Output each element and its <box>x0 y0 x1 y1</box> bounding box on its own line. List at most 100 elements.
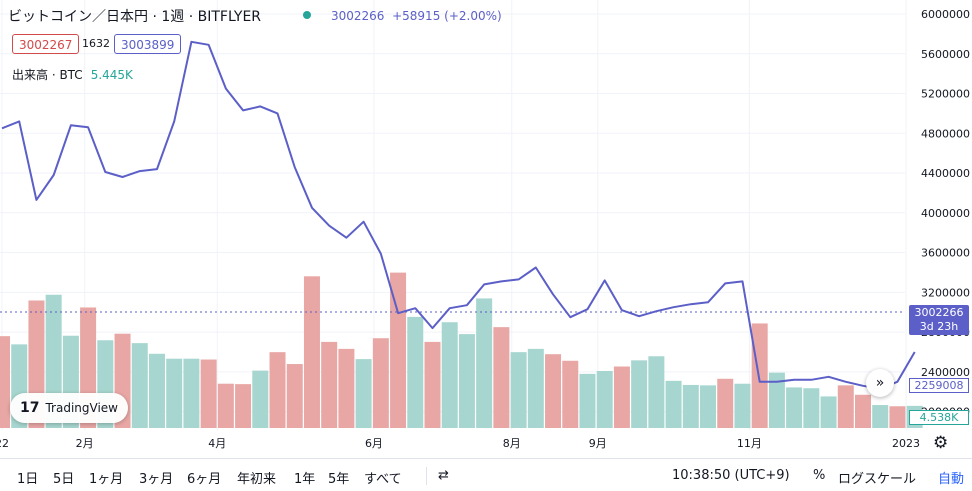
volume-bar <box>131 343 148 428</box>
tradingview-logo-text: TradingView <box>45 401 118 415</box>
price-change: +58915 (+2.00%) <box>392 9 502 23</box>
spread-value: 1632 <box>82 37 110 50</box>
volume-bar <box>751 323 768 428</box>
volume-bar <box>872 405 889 428</box>
volume-bar <box>562 360 579 428</box>
range-1y-button[interactable]: 1年 <box>294 472 316 487</box>
volume-tag: 4.538K <box>909 410 969 425</box>
scroll-to-realtime-button[interactable]: » <box>866 369 894 397</box>
gear-icon[interactable]: ⚙ <box>933 433 949 453</box>
time-axis-labels: 22 2月 4月 6月 8月 9月 11月 2023 <box>0 437 920 450</box>
volume-value: 5.445K <box>90 68 133 82</box>
volume-bar <box>424 341 441 428</box>
volume-bar <box>476 298 493 428</box>
volume-bar <box>820 396 837 428</box>
volume-bar <box>803 388 820 428</box>
volume-bar <box>355 359 372 428</box>
volume-bar <box>837 385 854 428</box>
range-5d-button[interactable]: 5日 <box>53 472 75 487</box>
toolbar-divider <box>426 467 427 485</box>
price-axis-labels: 6000000 5600000 5200000 4800000 4400000 40000… <box>921 8 970 419</box>
volume-bar <box>217 383 234 428</box>
volume-bar <box>269 352 286 428</box>
volume-bar <box>493 327 510 428</box>
volume-legend[interactable]: 出来高 · BTC 5.445K <box>12 66 133 83</box>
price-series <box>0 40 916 390</box>
volume-bar <box>200 359 217 428</box>
price-axis-label: 4400000 <box>921 167 970 180</box>
volume-bar <box>372 338 389 428</box>
last-price: 3002266 <box>331 9 385 23</box>
volume-bar <box>855 394 871 428</box>
time-axis-label: 2月 <box>76 437 94 450</box>
time-axis-label: 11月 <box>737 437 762 450</box>
time-axis-label: 4月 <box>208 437 226 450</box>
volume-bar <box>510 352 527 428</box>
current-price-tag: 3002266 3d 23h <box>909 305 969 335</box>
volume-bar <box>700 385 717 428</box>
price-axis-label: 6000000 <box>921 8 970 21</box>
volume-bar <box>613 366 630 428</box>
goto-date-icon[interactable]: ⇄ <box>438 468 449 483</box>
volume-bar <box>889 406 906 428</box>
volume-bar <box>631 360 648 428</box>
range-all-button[interactable]: すべて <box>364 472 402 487</box>
time-axis-label: 2023 <box>892 437 920 450</box>
volume-bar <box>768 372 785 428</box>
clock-display[interactable]: 10:38:50 (UTC+9) <box>672 468 790 483</box>
volume-bar <box>734 383 751 428</box>
range-1m-button[interactable]: 1ヶ月 <box>89 472 124 487</box>
volume-bar <box>717 378 734 428</box>
tradingview-logo-icon: 17 <box>20 400 40 416</box>
volume-bar <box>235 384 252 428</box>
time-axis-label: 6月 <box>365 437 383 450</box>
percent-scale-button[interactable]: % <box>813 468 826 483</box>
price-axis-label: 4000000 <box>921 207 970 220</box>
tradingview-logo[interactable]: 17 TradingView <box>10 393 128 423</box>
range-6m-button[interactable]: 6ヶ月 <box>187 472 222 487</box>
volume-bar <box>458 334 475 428</box>
volume-bar <box>338 348 355 428</box>
time-axis-label: 22 <box>0 437 9 450</box>
bottom-toolbar: 1日 5日 1ヶ月 3ヶ月 6ヶ月 年初来 1年 5年 すべて ⇄ 10:38:… <box>0 458 972 491</box>
price-axis-label: 5200000 <box>921 88 970 101</box>
price-line <box>1 40 916 390</box>
volume-bar <box>303 276 320 428</box>
market-status-icon <box>303 11 311 19</box>
ask-button[interactable]: 3003899 <box>114 34 182 54</box>
time-axis-label: 9月 <box>589 437 607 450</box>
current-price-value: 3002266 <box>914 306 964 319</box>
volume-bars <box>0 272 923 428</box>
volume-bar <box>665 380 682 428</box>
range-5y-button[interactable]: 5年 <box>328 472 350 487</box>
bid-button[interactable]: 3002267 <box>12 34 80 54</box>
log-scale-button[interactable]: ログスケール <box>838 472 917 487</box>
volume-bar <box>0 336 10 428</box>
secondary-price-tag: 2259008 <box>909 378 969 393</box>
volume-label: 出来高 · BTC <box>12 68 83 82</box>
volume-bar <box>148 353 165 428</box>
range-ytd-button[interactable]: 年初来 <box>237 472 277 487</box>
volume-bar <box>596 371 613 428</box>
price-axis-label: 3600000 <box>921 247 970 260</box>
range-1d-button[interactable]: 1日 <box>17 472 39 487</box>
volume-bar <box>648 356 665 428</box>
volume-bar <box>682 384 699 428</box>
range-3m-button[interactable]: 3ヶ月 <box>139 472 174 487</box>
volume-bar <box>286 364 303 428</box>
volume-bar <box>786 387 803 428</box>
volume-bar <box>579 373 596 428</box>
volume-bar <box>321 341 338 428</box>
price-axis-label: 2400000 <box>921 366 970 379</box>
volume-bar <box>527 348 544 428</box>
volume-bar <box>166 358 183 428</box>
price-chart[interactable]: 6000000 5600000 5200000 4800000 4400000 40000… <box>0 0 972 458</box>
volume-bar <box>183 358 200 428</box>
legend-price: 3002266 +58915 (+2.00%) <box>331 9 502 23</box>
volume-bar <box>252 370 269 428</box>
symbol-title[interactable]: ビットコイン／日本円 · 1週 · BITFLYER <box>8 9 262 25</box>
volume-bar <box>545 354 562 428</box>
auto-scale-button[interactable]: 自動 <box>938 472 965 487</box>
bar-countdown: 3d 23h <box>919 320 959 333</box>
price-axis-label: 5600000 <box>921 48 970 61</box>
